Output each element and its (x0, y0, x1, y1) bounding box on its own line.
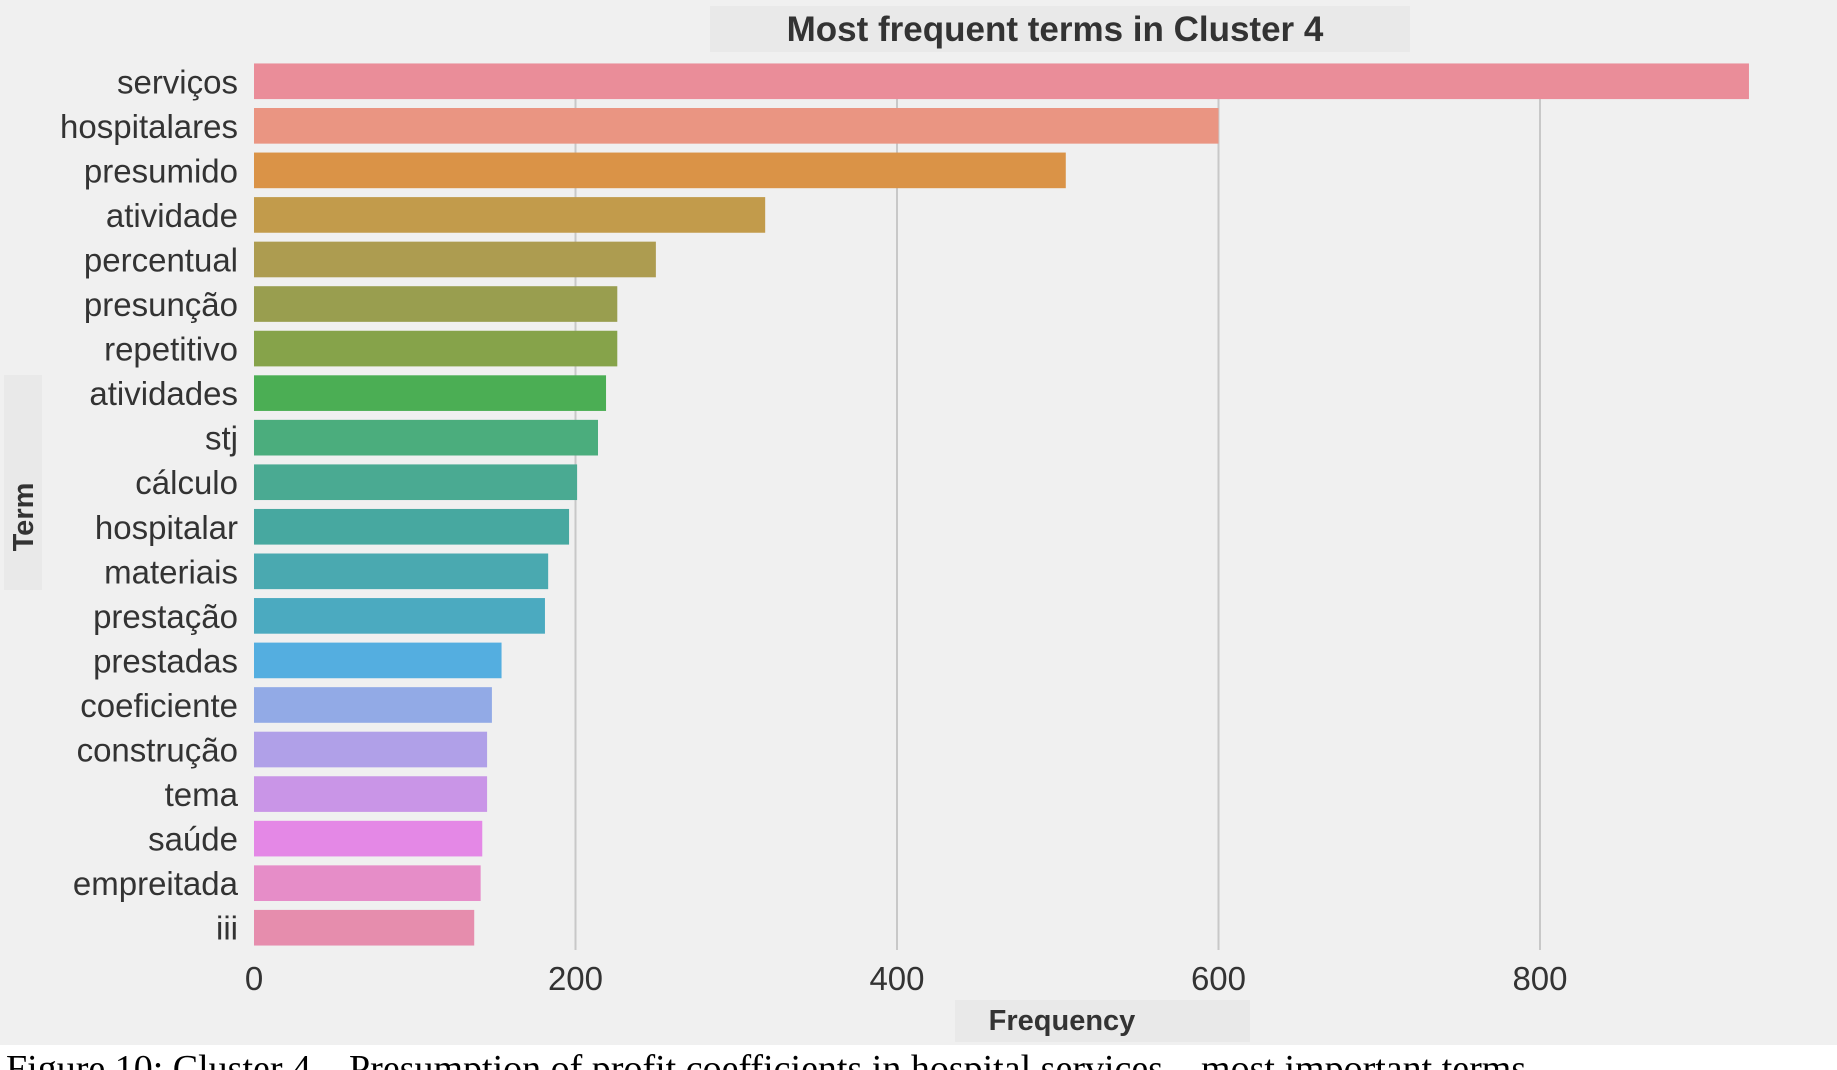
x-axis-label: Frequency (989, 1005, 1136, 1037)
chart-title: Most frequent terms in Cluster 4 (787, 10, 1324, 49)
y-tick-label: presumido (84, 152, 238, 189)
y-axis-label-background (4, 375, 42, 590)
bar (254, 419, 599, 456)
y-tick-label: saúde (148, 821, 238, 858)
y-tick-label: percentual (84, 241, 238, 278)
y-tick-label: iii (216, 910, 238, 947)
y-tick-label: materiais (104, 553, 238, 590)
bar (254, 241, 656, 278)
x-tick-label: 400 (869, 960, 924, 997)
x-tick-label: 600 (1191, 960, 1246, 997)
y-tick-label: prestação (93, 598, 238, 635)
y-tick-label: construção (77, 732, 238, 769)
bar (254, 63, 1749, 100)
bar (254, 598, 545, 634)
y-tick-label: cálculo (135, 464, 238, 501)
y-tick-label: hospitalar (95, 509, 238, 546)
y-tick-label: prestadas (93, 642, 238, 679)
figure-caption: Figure 10: Cluster 4 – Presumption of pr… (6, 1048, 1527, 1070)
bars (254, 63, 1749, 946)
bar (254, 108, 1219, 144)
bar (254, 286, 618, 322)
y-tick-label: stj (205, 420, 238, 457)
y-tick-label: presunção (84, 286, 238, 323)
bar (254, 776, 488, 812)
chart-title-background (710, 6, 1410, 52)
bar (254, 152, 1066, 189)
gridlines (574, 94, 1541, 950)
bar (254, 464, 578, 501)
bar (254, 330, 618, 367)
chart-figure: Most frequent terms in Cluster 4 Frequen… (0, 0, 1837, 1045)
y-tick-labels: serviços hospitalares presumido atividade pe… (60, 63, 239, 946)
bar (254, 553, 549, 590)
bar (254, 508, 570, 545)
bar (254, 687, 492, 723)
y-tick-label: repetitivo (104, 331, 238, 368)
bar (254, 820, 483, 857)
bar (254, 642, 502, 679)
y-tick-label: tema (165, 776, 239, 813)
y-tick-label: atividades (89, 375, 238, 412)
bar (254, 865, 481, 901)
bar (254, 197, 766, 233)
bar (254, 731, 488, 768)
x-axis-label-background (955, 1000, 1250, 1042)
x-tick-labels: 0 200 400 600 800 (245, 960, 1568, 997)
y-axis-label: Term (8, 483, 40, 552)
bar-chart: Most frequent terms in Cluster 4 Frequen… (4, 6, 1749, 1042)
y-tick-label: empreitada (73, 865, 239, 902)
y-tick-label: coeficiente (80, 687, 238, 724)
bar (254, 909, 475, 946)
y-tick-label: hospitalares (60, 108, 238, 145)
x-tick-label: 0 (245, 960, 263, 997)
bar (254, 375, 607, 411)
x-tick-label: 800 (1512, 960, 1567, 997)
y-tick-label: serviços (117, 63, 238, 100)
x-tick-label: 200 (548, 960, 603, 997)
y-tick-label: atividade (106, 197, 238, 234)
